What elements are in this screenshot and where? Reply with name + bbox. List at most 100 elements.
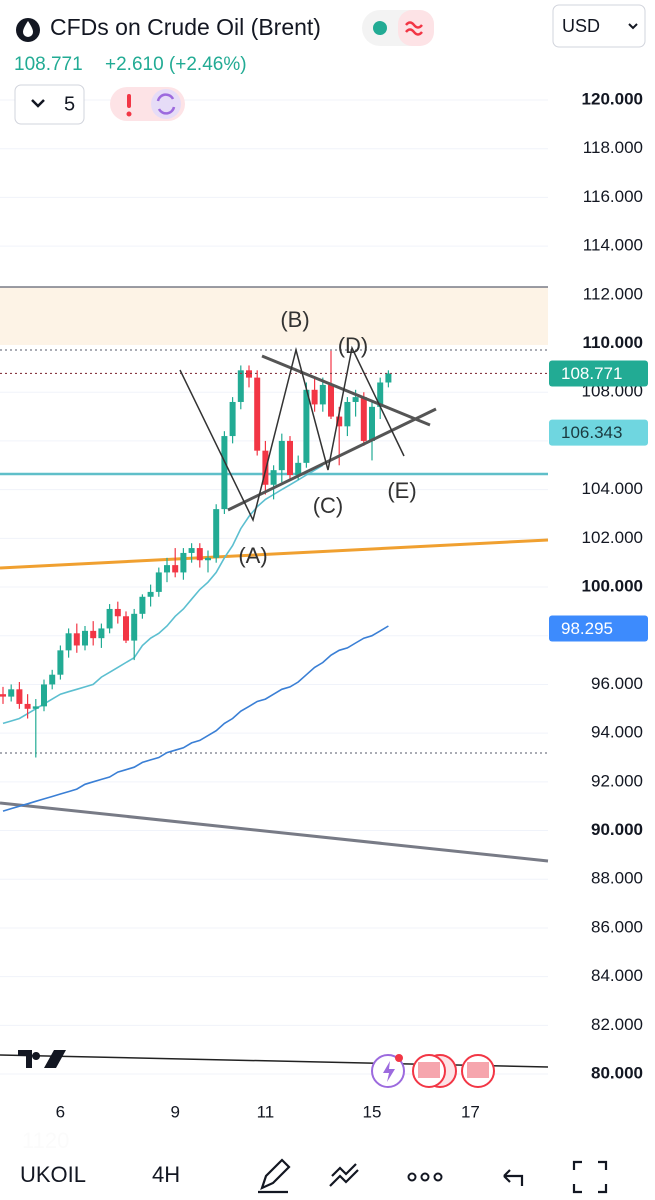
trend-line [0,801,549,863]
price-change: +2.610 (+2.46%) [105,54,247,75]
alert-icon [127,94,131,108]
y-tick-label: 102.000 [582,528,643,547]
candle-body [278,440,285,471]
more-icon [420,1172,430,1182]
candle-body [319,384,326,405]
draw-icon[interactable] [258,1158,291,1194]
candle-body [114,608,121,617]
y-tick-label: 80.000 [591,1064,643,1083]
candle-body [82,630,88,646]
candle-body [295,462,302,476]
market-open-dot [373,21,387,35]
symbol-name: CFDs on Crude Oil (Brent) [50,14,321,40]
wave-line [179,345,405,523]
flag [418,1062,440,1078]
candle-body [360,397,367,441]
triangle-line [227,407,437,512]
price-badge-label: 108.771 [561,364,622,383]
wave-label: (B) [280,307,309,332]
candle-body [24,703,31,709]
triangle-line [261,354,431,427]
indicator-count: 5 [64,93,75,115]
grid [0,99,548,1075]
toolbar-symbol[interactable]: UKOIL [20,1162,86,1187]
y-tick-label: 100.000 [582,577,643,596]
y-tick-label: 104.000 [582,479,643,498]
candle-body [57,650,64,675]
candle-body [196,548,203,561]
toolbar-interval[interactable]: 4H [152,1162,180,1187]
ma-line [2,464,324,725]
y-tick-label: 118.000 [583,138,643,157]
y-tick-label: 84.000 [591,966,643,985]
alert-icon [126,111,132,117]
y-tick-label: 86.000 [591,917,643,936]
x-tick-label: 11 [257,1102,275,1121]
candle-body [246,370,252,378]
more-icon[interactable] [407,1172,417,1182]
y-tick-label: 92.000 [591,771,643,790]
candle-body [172,565,179,573]
candle-body [155,572,162,592]
currency: USD [562,16,600,36]
y-tick-label: 120.000 [582,90,643,109]
candle-body [369,406,375,441]
candle-body [344,401,351,427]
more-icon [433,1172,443,1182]
logo [18,1050,66,1068]
x-tick-label: 9 [170,1102,179,1121]
wave-label: (A) [238,543,267,568]
candle-body [16,689,23,704]
trend-line [0,538,549,570]
price-badge [549,419,648,446]
candle-body [49,674,56,685]
currency-select[interactable] [552,4,646,48]
last-price: 108.771 [14,54,83,75]
candle-body [303,389,310,463]
trend-line [0,1054,549,1068]
zone [0,287,548,345]
candle-body [65,633,72,651]
candle-body [90,630,97,639]
chevron [628,23,638,30]
candle-body [336,416,343,427]
wave-label: (C) [313,493,344,518]
candle-body [123,616,129,641]
candle-body [164,565,170,573]
candle-body [205,557,211,561]
candle-body [180,552,187,573]
candle-body [139,596,146,614]
y-tick-label: 88.000 [591,869,643,888]
y-tick-label: 82.000 [591,1015,643,1034]
y-tick-label: 114.000 [583,236,643,255]
candle-body [287,440,293,476]
candle-body [237,370,244,402]
x-tick-label: 17 [461,1102,480,1121]
indicators-icon[interactable] [329,1163,359,1187]
drop-icon [23,21,33,37]
candle-body [262,450,269,485]
indicator-toggle[interactable] [14,84,85,125]
candle-body [328,384,334,417]
wave-label: (E) [387,478,416,503]
undo-icon[interactable] [503,1169,524,1186]
toolbar-bg [0,1132,655,1200]
marks [0,350,548,812]
wave-icon [405,21,423,36]
candle-body [147,591,154,597]
candle-body [0,694,6,697]
labels: (A) (B) (C) (D) (E) [238,307,416,568]
fullscreen-icon[interactable] [572,1160,608,1194]
candle-body [131,613,138,641]
y-tick-label: 108.000 [582,382,643,401]
candle-body [188,548,195,553]
wave-label: (D) [338,333,369,358]
y-tick-label: 110.000 [582,333,643,352]
y-tick-label: 94.000 [591,723,643,742]
y-tick-label: 112.000 [583,284,643,303]
y-tick-label: 116.000 [583,187,643,206]
candle-body [270,470,277,485]
price-badge-label: 106.343 [561,423,622,442]
